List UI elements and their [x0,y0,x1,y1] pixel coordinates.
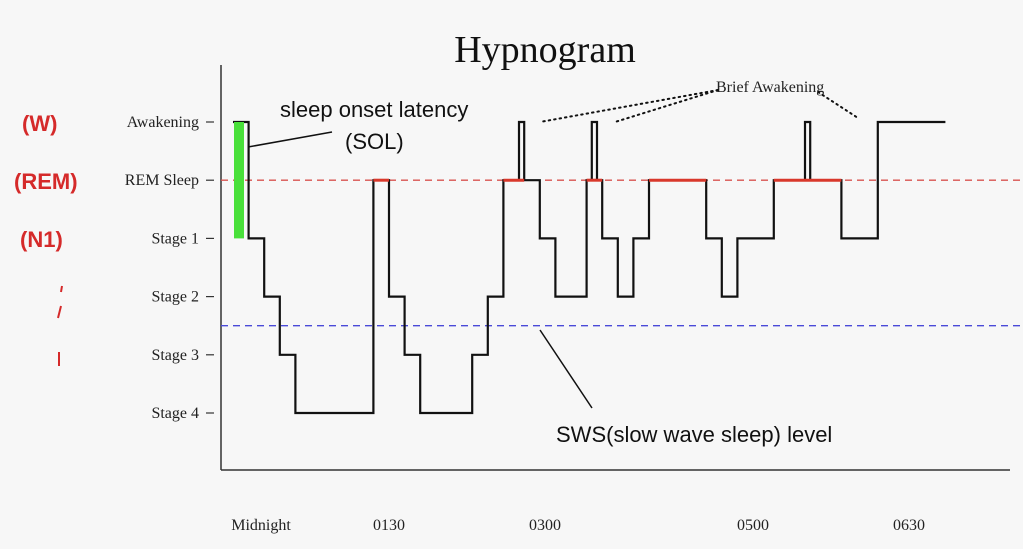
y-tick-label: REM Sleep [125,172,199,189]
sol-bar [234,122,244,239]
x-tick-label: 0500 [737,517,769,534]
sol-pointer [247,131,333,148]
y-tick-label: Stage 1 [151,230,199,247]
chart-title: Hypnogram [454,29,636,71]
y-tick-label: Awakening [127,114,199,131]
brief-awakening-label: Brief Awakening [716,79,824,96]
x-tick-label: 0300 [529,517,561,534]
handwritten-rem: (REM) [14,169,78,194]
y-axis-labels: Awakening REM Sleep Stage 1 Stage 2 Stage 3 S… [125,114,214,422]
reference-lines [221,179,1023,327]
sws-pointer [539,329,593,409]
y-tick-label: Stage 4 [151,405,199,422]
y-tick-label: Stage 3 [151,347,199,364]
brief-awakening-pointer [539,89,719,123]
brief-awakening-pointer [817,91,859,119]
x-tick-label: 0130 [373,517,405,534]
hypnogram-step-line [233,120,946,415]
brief-awakening-pointer [614,89,719,123]
y-tick-label: Stage 2 [151,289,199,306]
hypnogram-series [233,120,946,415]
x-tick-label: 0630 [893,517,925,534]
sol-annotation-line2: (SOL) [345,129,404,154]
x-axis-labels: Midnight 0130 0300 0500 0630 [231,517,925,534]
brief-awakening-pointers [539,89,859,123]
handwritten-w: (W) [22,111,57,136]
sol-annotation-line1: sleep onset latency [280,97,468,122]
handwritten-tick-1 [60,285,63,293]
sol-bar-group [234,122,244,239]
handwritten-n1: (N1) [20,227,63,252]
handwritten-tick-2 [57,305,62,319]
sws-annotation: SWS(slow wave sleep) level [556,422,832,447]
x-tick-label: Midnight [231,517,291,534]
